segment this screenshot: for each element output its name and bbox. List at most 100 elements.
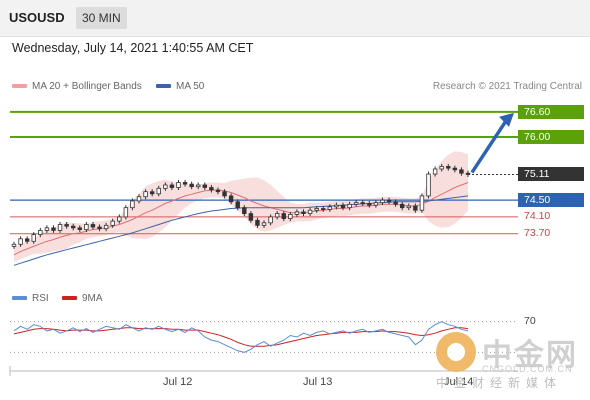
candle — [274, 211, 280, 220]
candle — [215, 187, 221, 195]
candle-body — [202, 184, 208, 188]
candle — [353, 200, 359, 207]
candle-body — [64, 224, 69, 227]
candle-body — [130, 200, 135, 209]
level-tag-76-60: 76.60 — [518, 104, 584, 119]
candle — [294, 209, 300, 217]
ma50-swatch — [156, 84, 171, 89]
rsi-line — [13, 321, 469, 353]
candle — [24, 236, 30, 244]
candle — [432, 166, 438, 177]
candle — [84, 221, 89, 233]
candle-body — [143, 191, 148, 198]
candle-body — [209, 187, 214, 191]
ma20-legend-label: MA 20 + Bollinger Bands — [32, 81, 142, 92]
candle-body — [156, 187, 161, 195]
candle — [38, 227, 43, 238]
candle-body — [57, 224, 63, 231]
candle-body — [353, 202, 359, 205]
level-tag-76-00: 76.00 — [518, 130, 584, 145]
candle — [18, 236, 23, 247]
candle-body — [51, 227, 56, 231]
candle — [367, 200, 372, 208]
candle — [347, 201, 352, 211]
candle-body — [235, 201, 240, 209]
candle-body — [419, 195, 425, 211]
candle-body — [11, 243, 17, 247]
candle-body — [307, 209, 313, 214]
candle-body — [367, 203, 372, 206]
candle — [399, 201, 405, 211]
moving-average-layer — [13, 182, 469, 266]
candle-body — [301, 211, 306, 214]
candle-body — [327, 206, 333, 210]
watermark: 中金网 CNGOLD.COM.CN 中金财经新媒体 — [436, 326, 586, 390]
candle-body — [189, 183, 194, 188]
candle-body — [90, 224, 96, 228]
candle-body — [373, 202, 379, 206]
candle-body — [71, 225, 76, 229]
level-tag-74-10: 74.10 — [524, 209, 551, 222]
candle — [373, 200, 379, 208]
candle-body — [439, 166, 444, 170]
candle-body — [321, 208, 326, 210]
top-bar: USOUSD 30 MIN — [0, 0, 590, 37]
candle-body — [196, 184, 201, 188]
candle-body — [386, 199, 392, 203]
candle — [334, 202, 339, 210]
rsi-swatch — [12, 296, 27, 301]
time-axis-layer — [9, 366, 518, 376]
legend-rsi: RSI — [12, 293, 49, 304]
rsi-layer — [10, 321, 518, 353]
candle — [393, 199, 398, 207]
candle — [209, 184, 214, 193]
legend-ma20: MA 20 + Bollinger Bands — [12, 81, 142, 92]
level-tag-pivot: 74.50 — [518, 193, 584, 208]
candle — [222, 189, 227, 199]
candle — [360, 200, 365, 206]
candle-body — [360, 202, 365, 205]
chart-datetime: Wednesday, July 14, 2021 1:40:55 AM CET — [12, 41, 254, 55]
target-arrow-head — [499, 112, 514, 127]
candle-body — [169, 184, 175, 188]
candle — [31, 232, 36, 244]
candle-body — [248, 213, 254, 221]
candle — [143, 189, 148, 200]
candle — [11, 241, 17, 249]
candle — [130, 198, 135, 211]
target-arrow-shaft — [470, 116, 510, 174]
candle — [301, 209, 306, 217]
watermark-logo-text: 中金网 — [482, 339, 578, 372]
candle — [268, 214, 273, 226]
candle — [235, 199, 240, 211]
x-label-jul12: Jul 12 — [163, 376, 193, 388]
ma50-line — [13, 195, 469, 266]
candle-body — [97, 226, 102, 230]
candle — [189, 181, 194, 190]
candle — [248, 211, 254, 223]
candle — [261, 220, 267, 228]
candle — [163, 182, 168, 191]
candle — [228, 193, 234, 205]
candle-body — [393, 201, 398, 205]
candle-body — [268, 216, 273, 224]
candle — [288, 211, 293, 222]
candle-body — [24, 238, 30, 242]
rsi-ma-swatch — [62, 296, 77, 301]
candle — [446, 163, 451, 171]
candle — [202, 182, 208, 191]
timeframe-button[interactable]: 30 MIN — [76, 7, 127, 29]
level-tag-73-70: 73.70 — [524, 226, 551, 239]
level-lines-layer — [10, 110, 518, 235]
candle-body — [255, 219, 260, 226]
legend-rsi-ma: 9MA — [62, 293, 103, 304]
candle-body — [31, 234, 36, 242]
symbol-label: USOUSD — [9, 10, 65, 25]
legend-ma50: MA 50 — [156, 81, 204, 92]
candle — [97, 224, 102, 232]
candle-body — [340, 204, 346, 209]
candle — [149, 189, 155, 197]
candle-body — [314, 208, 319, 211]
rsi-legend-label: RSI — [32, 293, 49, 304]
candle-body — [176, 182, 181, 188]
